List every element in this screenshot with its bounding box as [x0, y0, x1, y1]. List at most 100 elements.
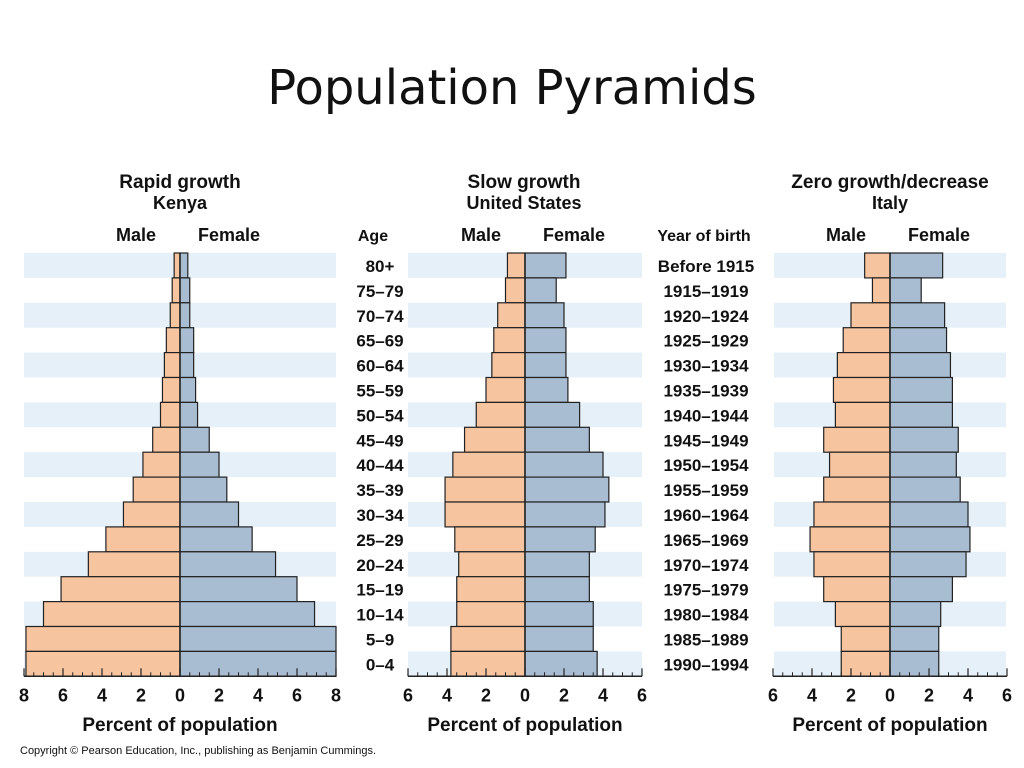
female-bar [889, 252, 944, 279]
male-bar [485, 376, 526, 403]
age-group-label: 10–14 [356, 606, 404, 625]
female-bar [179, 625, 337, 652]
male-bar [871, 277, 891, 304]
female-bar [889, 526, 971, 553]
pyramid-title: Zero growth/decrease [791, 172, 988, 193]
male-bar [42, 600, 181, 628]
female-bar [179, 501, 240, 528]
birth-year-label: Before 1915 [658, 257, 754, 276]
female-bar [524, 252, 567, 279]
male-bar [25, 625, 181, 652]
female-bar [889, 376, 954, 403]
female-bar [179, 252, 189, 279]
age-group-label: 75–79 [356, 282, 403, 301]
axis-tick-label: 2 [924, 685, 934, 705]
birth-year-label: 1970–1974 [663, 556, 749, 575]
male-bar [823, 426, 891, 453]
axis-tick-label: 0 [520, 685, 530, 705]
female-bar [889, 401, 954, 428]
female-bar [179, 600, 316, 628]
male-bar [452, 451, 526, 478]
female-bar [889, 600, 942, 628]
male-bar [834, 600, 891, 628]
axis-tick-label: 6 [1002, 685, 1012, 705]
male-bar [840, 625, 891, 652]
birth-year-label: 1925–1929 [663, 332, 748, 351]
male-bar [87, 551, 181, 578]
axis-tick-label: 8 [19, 685, 29, 705]
birth-year-label: 1915–1919 [663, 282, 748, 301]
birth-year-label: 1935–1939 [663, 382, 748, 401]
female-bar [524, 476, 610, 503]
male-bar [458, 551, 526, 578]
female-bar [524, 625, 594, 652]
female-bar [179, 551, 277, 578]
birth-year-label: 1985–1989 [663, 631, 748, 650]
age-group-label: 55–59 [356, 382, 403, 401]
male-bar [842, 327, 891, 354]
male-bar [491, 352, 526, 379]
x-axis-label: Percent of population [82, 715, 277, 736]
female-bar [179, 352, 195, 379]
female-bar [524, 551, 590, 578]
axis-tick-label: 2 [136, 685, 146, 705]
male-bar [152, 426, 181, 453]
male-bar [497, 302, 526, 329]
birth-year-label: 1980–1984 [663, 606, 749, 625]
female-bar [524, 451, 604, 478]
pyramid-title: Rapid growth [119, 172, 240, 193]
female-bar [179, 376, 197, 403]
male-bar [60, 576, 181, 603]
copyright-notice: Copyright © Pearson Education, Inc., pub… [20, 745, 377, 757]
year-of-birth-header: Year of birth [657, 228, 750, 245]
axis-tick-label: 0 [175, 685, 185, 705]
female-bar [889, 501, 969, 528]
male-bar [463, 426, 526, 453]
male-bar [813, 501, 891, 528]
axis-tick-label: 4 [253, 685, 263, 705]
female-bar [179, 451, 220, 478]
female-bar [179, 327, 195, 354]
female-bar [179, 401, 199, 428]
age-group-label: 50–54 [356, 406, 404, 425]
axis-tick-label: 4 [598, 685, 608, 705]
axis-tick-label: 2 [214, 685, 224, 705]
female-bar [889, 352, 952, 379]
male-bar [475, 401, 526, 428]
female-bar [889, 451, 957, 478]
birth-year-label: 1945–1949 [663, 431, 748, 450]
female-label: Female [543, 225, 605, 245]
birth-year-label: 1940–1944 [663, 406, 749, 425]
female-bar [889, 625, 940, 652]
female-bar [524, 526, 596, 553]
birth-year-label: 1920–1924 [663, 307, 749, 326]
male-bar [142, 451, 181, 478]
male-label: Male [461, 225, 501, 245]
male-bar [836, 352, 891, 379]
pyramid-country: Kenya [153, 193, 208, 213]
age-group-label: 25–29 [356, 531, 403, 550]
male-bar [454, 526, 526, 553]
male-bar [173, 252, 181, 279]
birth-year-label: 1990–1994 [663, 655, 749, 674]
female-bar [524, 376, 569, 403]
female-bar [179, 576, 298, 603]
female-bar [889, 327, 948, 354]
male-bar [506, 252, 526, 279]
age-group-label: 35–39 [356, 481, 403, 500]
axis-tick-label: 4 [97, 685, 107, 705]
female-bar [524, 650, 598, 677]
female-bar [179, 526, 253, 553]
male-bar [444, 476, 526, 503]
male-bar [832, 376, 891, 403]
age-group-label: 30–34 [356, 506, 404, 525]
female-bar [889, 576, 954, 603]
axis-tick-label: 8 [331, 685, 341, 705]
birth-year-label: 1930–1934 [663, 357, 749, 376]
birth-year-label: 1975–1979 [663, 581, 748, 600]
birth-year-label: 1955–1959 [663, 481, 748, 500]
male-bar [840, 650, 891, 677]
male-bar [165, 327, 181, 354]
male-bar [171, 277, 181, 304]
